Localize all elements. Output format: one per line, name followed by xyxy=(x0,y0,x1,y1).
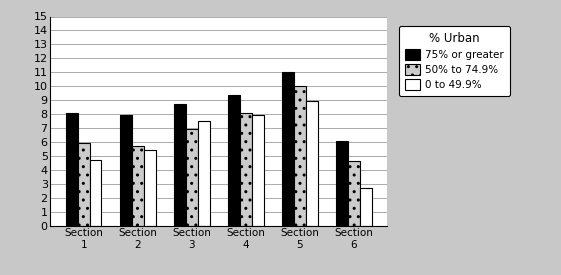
Bar xyxy=(360,188,372,226)
Bar xyxy=(240,113,252,226)
Bar xyxy=(132,146,144,226)
Legend: 75% or greater, 50% to 74.9%, 0 to 49.9%: 75% or greater, 50% to 74.9%, 0 to 49.9% xyxy=(399,26,510,97)
Bar xyxy=(77,143,90,226)
Bar xyxy=(120,116,132,226)
Bar xyxy=(294,86,306,226)
Bar xyxy=(306,101,318,226)
Bar xyxy=(186,129,197,226)
Bar xyxy=(282,72,294,226)
Bar xyxy=(174,104,186,226)
Bar xyxy=(197,121,210,226)
Bar xyxy=(348,161,360,226)
Bar xyxy=(336,141,348,226)
Bar xyxy=(66,113,77,226)
Bar xyxy=(228,95,240,226)
Bar xyxy=(90,160,102,226)
Bar xyxy=(252,116,264,226)
Bar xyxy=(144,150,155,226)
